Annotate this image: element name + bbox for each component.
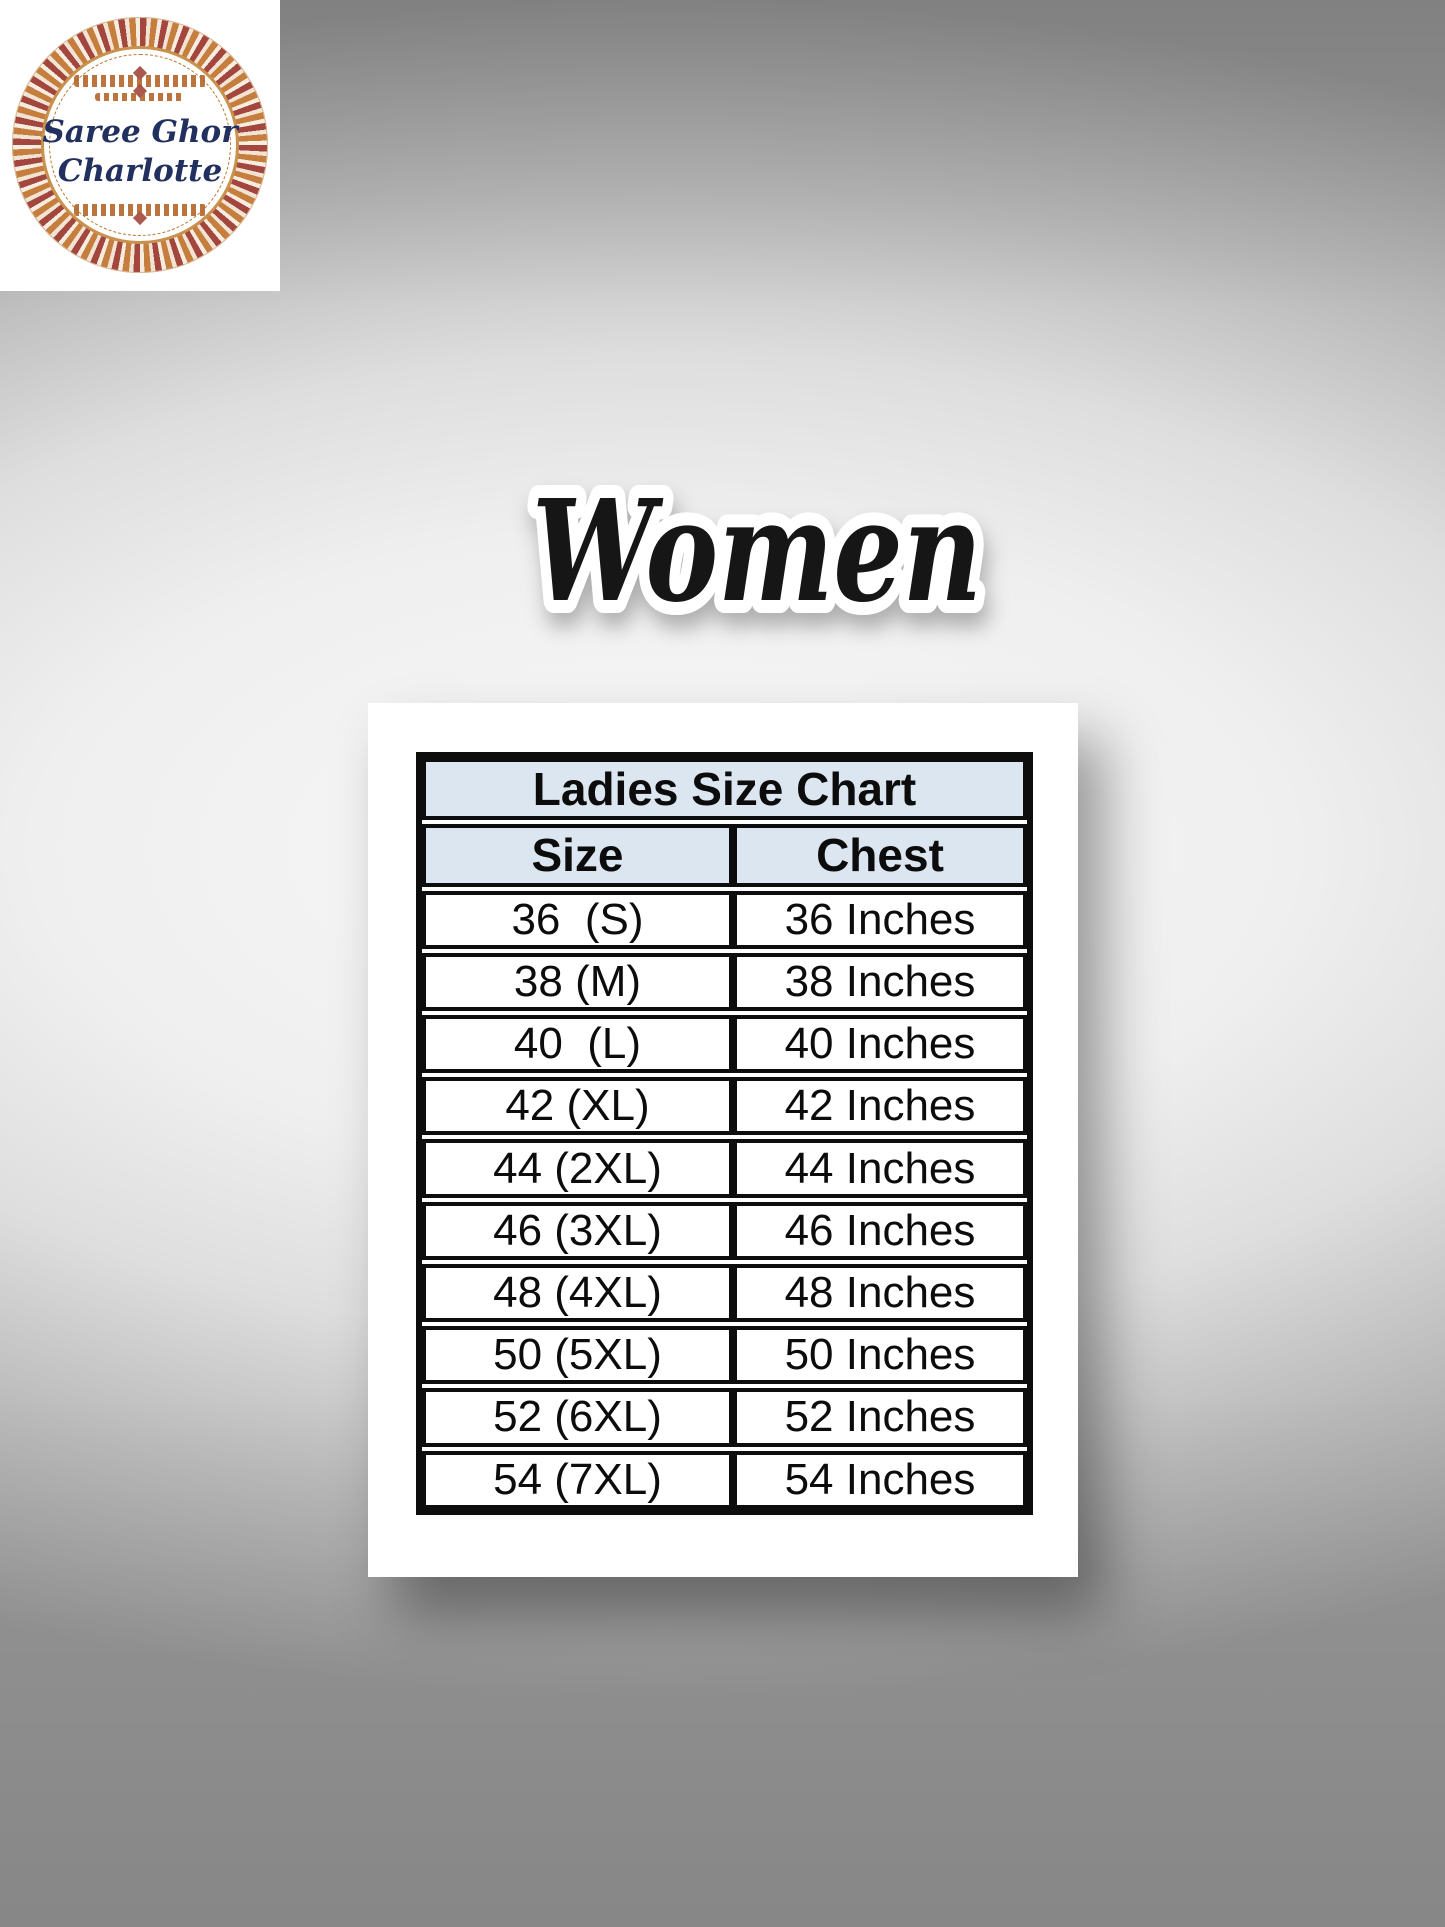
chest-cell: 42 Inches xyxy=(732,1077,1027,1136)
table-header-row: Size Chest xyxy=(422,824,1027,887)
size-chart-frame: Ladies Size Chart Size Chest 36 (S) 36 I… xyxy=(416,752,1033,1515)
size-chart-card: Ladies Size Chart Size Chest 36 (S) 36 I… xyxy=(368,703,1078,1577)
size-chart-table: Ladies Size Chart Size Chest 36 (S) 36 I… xyxy=(422,758,1027,1509)
chest-cell: 52 Inches xyxy=(732,1388,1027,1447)
size-cell: 46 (3XL) xyxy=(422,1201,733,1260)
size-cell: 38 (M) xyxy=(422,952,733,1011)
size-cell: 52 (6XL) xyxy=(422,1388,733,1447)
ring-dashed-circle xyxy=(49,54,231,236)
chest-cell: 40 Inches xyxy=(732,1014,1027,1074)
chest-cell: 48 Inches xyxy=(732,1263,1027,1323)
brand-logo-content: Saree Ghor Charlotte xyxy=(0,0,280,291)
brand-logo: Saree Ghor Charlotte xyxy=(0,0,280,291)
flourish-top-icon xyxy=(74,74,206,87)
chest-cell: 38 Inches xyxy=(732,952,1027,1011)
chest-cell: 50 Inches xyxy=(732,1326,1027,1385)
table-title-row: Ladies Size Chart xyxy=(422,758,1027,821)
brand-name: Saree Ghor Charlotte xyxy=(42,113,237,191)
brand-name-line1: Saree Ghor xyxy=(42,113,238,150)
size-cell: 36 (S) xyxy=(422,890,733,949)
size-cell: 44 (2XL) xyxy=(422,1139,733,1198)
brand-name-line2: Charlotte xyxy=(57,152,223,189)
chest-cell: 46 Inches xyxy=(732,1201,1027,1260)
column-header-size: Size xyxy=(422,824,733,887)
table-row: 38 (M) 38 Inches xyxy=(422,952,1027,1011)
table-row: 44 (2XL) 44 Inches xyxy=(422,1139,1027,1198)
table-row: 54 (7XL) 54 Inches xyxy=(422,1450,1027,1509)
size-cell: 40 (L) xyxy=(422,1014,733,1074)
table-row: 50 (5XL) 50 Inches xyxy=(422,1326,1027,1385)
table-row: 36 (S) 36 Inches xyxy=(422,890,1027,949)
table-row: 48 (4XL) 48 Inches xyxy=(422,1263,1027,1323)
table-row: 42 (XL) 42 Inches xyxy=(422,1077,1027,1136)
table-row: 46 (3XL) 46 Inches xyxy=(422,1201,1027,1260)
chest-cell: 36 Inches xyxy=(732,890,1027,949)
flourish-top-small-icon xyxy=(95,92,185,101)
women-heading-sticker: Women xyxy=(519,457,995,647)
chest-cell: 54 Inches xyxy=(732,1450,1027,1509)
size-cell: 54 (7XL) xyxy=(422,1450,733,1509)
flourish-bottom-icon xyxy=(74,204,206,217)
size-chart-body: Ladies Size Chart Size Chest 36 (S) 36 I… xyxy=(422,758,1027,1509)
table-row: 40 (L) 40 Inches xyxy=(422,1014,1027,1074)
women-heading: Women xyxy=(532,470,982,634)
chest-cell: 44 Inches xyxy=(732,1139,1027,1198)
column-header-chest: Chest xyxy=(732,824,1027,887)
table-title: Ladies Size Chart xyxy=(422,758,1027,821)
size-cell: 50 (5XL) xyxy=(422,1326,733,1385)
table-row: 52 (6XL) 52 Inches xyxy=(422,1388,1027,1447)
size-cell: 42 (XL) xyxy=(422,1077,733,1136)
size-cell: 48 (4XL) xyxy=(422,1263,733,1323)
